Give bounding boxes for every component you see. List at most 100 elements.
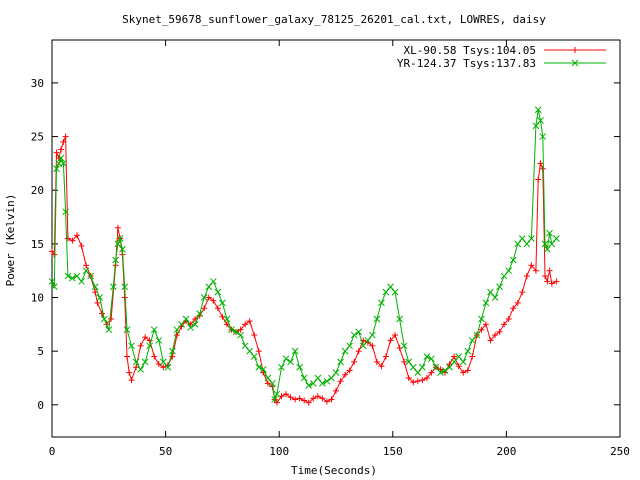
data-point (337, 358, 344, 366)
data-point (428, 369, 435, 376)
data-point (112, 256, 119, 264)
data-point (251, 332, 258, 339)
data-point (132, 358, 140, 366)
data-point (423, 353, 431, 360)
data-point (382, 288, 390, 296)
data-point (94, 299, 101, 306)
data-point (282, 355, 290, 363)
data-point (169, 347, 176, 355)
data-point (441, 367, 449, 374)
x-tick-label: 150 (383, 445, 403, 458)
x-axis-label: Time(Seconds) (291, 464, 377, 477)
data-point (548, 240, 556, 248)
data-point (514, 299, 521, 306)
data-point (468, 337, 476, 344)
data-point (496, 328, 503, 335)
data-point (62, 133, 69, 140)
data-point (128, 342, 135, 350)
data-point (487, 337, 494, 344)
data-point (201, 305, 208, 312)
data-point (64, 235, 71, 242)
data-point (528, 235, 535, 242)
data-point (537, 160, 544, 167)
data-point (116, 235, 124, 242)
data-point (319, 395, 326, 402)
legend-item-1: XL-90.58 Tsys:104.05 (404, 44, 606, 57)
data-point (432, 363, 440, 371)
data-point (535, 176, 542, 183)
legend-item-2: YR-124.37 Tsys:137.83 (397, 57, 606, 70)
data-point (473, 331, 481, 339)
data-point (292, 396, 299, 403)
data-point (73, 232, 80, 239)
data-point (446, 363, 453, 371)
data-point (543, 245, 551, 253)
data-point (548, 280, 555, 287)
data-point (137, 342, 144, 349)
data-point (205, 294, 212, 301)
data-point (414, 369, 422, 376)
data-point (271, 396, 279, 403)
data-point (492, 332, 499, 339)
data-point (237, 331, 244, 339)
data-point (259, 366, 267, 373)
data-point (478, 326, 485, 333)
data-point (359, 342, 367, 350)
data-point (291, 347, 299, 355)
data-point (469, 353, 476, 360)
data-point (546, 267, 553, 274)
legend-label: YR-124.37 Tsys:137.83 (397, 57, 536, 70)
data-point (78, 278, 85, 285)
data-point (342, 371, 349, 378)
data-point (532, 122, 540, 130)
data-point (137, 366, 144, 373)
data-point (405, 374, 412, 381)
data-point (451, 353, 458, 360)
data-point (523, 240, 531, 248)
data-point (409, 363, 417, 371)
data-point (523, 273, 530, 280)
plot-frame (51, 39, 621, 438)
data-point (505, 315, 512, 322)
data-point (123, 353, 130, 360)
data-point (378, 363, 385, 370)
data-point (373, 315, 381, 323)
series-line (51, 109, 557, 402)
data-point (491, 294, 499, 301)
data-point (209, 278, 217, 285)
data-point (49, 248, 55, 255)
data-point (328, 396, 335, 403)
x-tick-label: 200 (496, 445, 516, 458)
data-point (391, 288, 399, 296)
data-point (228, 326, 235, 334)
data-point (341, 347, 349, 355)
data-point (246, 318, 253, 325)
data-point (373, 358, 380, 365)
data-point (173, 332, 180, 339)
data-point (464, 347, 472, 355)
data-point (541, 240, 549, 248)
data-point (314, 393, 321, 400)
data-point (173, 326, 181, 334)
data-point (514, 240, 522, 248)
data-point (387, 337, 394, 344)
data-point (346, 342, 353, 350)
data-point (464, 367, 471, 374)
data-point (544, 278, 551, 285)
data-point (287, 358, 294, 366)
data-point (542, 273, 549, 280)
data-point (396, 315, 403, 323)
data-point (223, 315, 231, 323)
data-point (410, 379, 417, 386)
data-point (323, 398, 330, 405)
series-layer (48, 106, 560, 406)
data-point (160, 364, 167, 371)
data-point (400, 342, 408, 350)
data-point (142, 334, 149, 341)
data-point (242, 321, 249, 328)
data-point (105, 326, 113, 334)
data-point (539, 165, 546, 172)
data-point (460, 369, 467, 376)
